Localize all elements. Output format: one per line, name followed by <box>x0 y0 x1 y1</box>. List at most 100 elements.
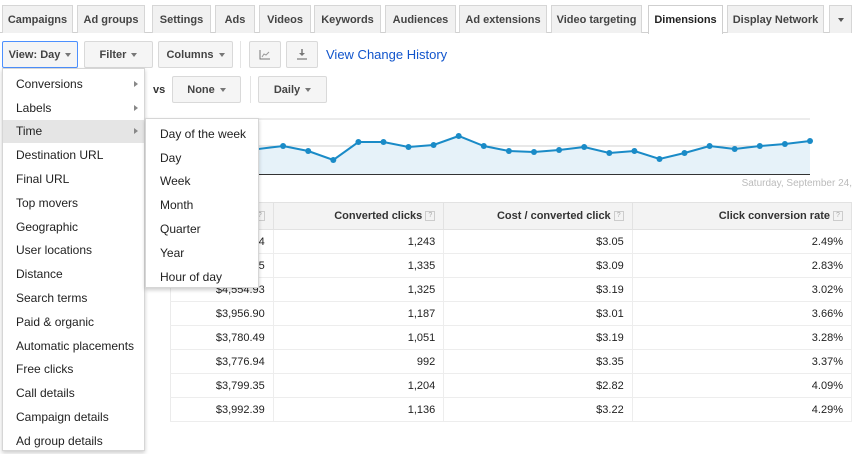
data-point[interactable] <box>631 148 638 154</box>
tab-video-targeting[interactable]: Video targeting <box>551 5 642 33</box>
cell-converted-clicks: 1,136 <box>272 397 445 422</box>
menu-item-paid-organic[interactable]: Paid & organic <box>3 310 144 334</box>
table-row[interactable]: $3,992.39 1,136 $3.22 4.29% <box>170 397 852 422</box>
help-icon[interactable]: ? <box>613 211 624 222</box>
data-point[interactable] <box>480 143 487 149</box>
tab-settings[interactable]: Settings <box>152 5 211 33</box>
menu-item-label: Labels <box>16 100 52 115</box>
data-point[interactable] <box>531 149 537 155</box>
data-point[interactable] <box>781 141 788 147</box>
data-point[interactable] <box>731 146 738 152</box>
menu-item-label: Time <box>16 124 43 139</box>
header-label: Cost / converted click <box>496 210 611 222</box>
menu-item-call-details[interactable]: Call details <box>3 381 144 405</box>
table-row[interactable]: $3,799.35 1,204 $2.82 4.09% <box>170 373 852 398</box>
columns-button[interactable]: Columns <box>158 41 233 68</box>
submenu-item-week[interactable]: Week <box>160 174 191 189</box>
tab-ads[interactable]: Ads <box>215 5 255 33</box>
toggle-chart-button[interactable] <box>249 41 281 68</box>
download-button[interactable] <box>286 41 318 68</box>
menu-item-distance[interactable]: Distance <box>3 262 144 286</box>
menu-item-free-clicks[interactable]: Free clicks <box>3 358 144 382</box>
help-icon[interactable]: ? <box>833 211 843 222</box>
view-change-history-link[interactable]: View Change History <box>326 47 448 62</box>
compare-metric-dropdown[interactable]: None <box>172 76 241 103</box>
menu-item-final-url[interactable]: Final URL <box>3 167 144 191</box>
data-point[interactable] <box>405 144 412 150</box>
submenu-item-hour-of-day[interactable]: Hour of day <box>160 269 223 284</box>
cell-cost-per-conv: $3.22 <box>443 397 633 422</box>
cell-cost: $3,799.35 <box>170 373 274 398</box>
table-row[interactable]: $3,776.94 992 $3.35 3.37% <box>170 349 852 374</box>
cell-conv-rate: 2.49% <box>631 229 852 254</box>
data-point[interactable] <box>430 142 437 148</box>
menu-item-destination-url[interactable]: Destination URL <box>3 143 144 167</box>
tab-audiences[interactable]: Audiences <box>385 5 456 33</box>
data-point[interactable] <box>380 139 387 145</box>
menu-item-label: Search terms <box>16 291 88 306</box>
data-point[interactable] <box>505 148 512 154</box>
help-icon[interactable]: ? <box>425 211 436 222</box>
tab-ad-extensions[interactable]: Ad extensions <box>459 5 547 33</box>
submenu-item-day[interactable]: Day <box>160 150 182 165</box>
menu-item-automatic-placements[interactable]: Automatic placements <box>3 334 144 358</box>
menu-item-label: Free clicks <box>16 362 74 377</box>
table-row[interactable]: 4 1,243 $3.05 2.49% <box>170 229 852 254</box>
data-point[interactable] <box>656 156 663 162</box>
tab-dimensions[interactable]: Dimensions <box>648 5 723 34</box>
menu-item-labels[interactable]: Labels <box>3 96 144 120</box>
tab-keywords[interactable]: Keywords <box>314 5 381 33</box>
menu-item-time[interactable]: Time <box>3 119 144 144</box>
submenu-item-month[interactable]: Month <box>160 198 194 213</box>
menu-item-label: Paid & organic <box>16 314 95 329</box>
submenu-item-quarter[interactable]: Quarter <box>160 222 201 237</box>
data-point[interactable] <box>355 139 362 145</box>
data-point[interactable] <box>556 147 563 153</box>
cell-converted-clicks: 1,335 <box>272 253 445 278</box>
tab-campaigns[interactable]: Campaigns <box>2 5 73 33</box>
filter-button[interactable]: Filter <box>84 41 153 68</box>
menu-item-search-terms[interactable]: Search terms <box>3 286 144 310</box>
column-header-conversion-rate[interactable]: Click conversion rate? <box>631 202 852 230</box>
cell-conv-rate: 2.83% <box>631 253 852 278</box>
data-point[interactable] <box>606 150 613 156</box>
chevron-down-icon <box>837 17 844 22</box>
more-tabs-button[interactable] <box>829 5 852 33</box>
data-point[interactable] <box>706 143 713 149</box>
table-row[interactable]: 5 1,335 $3.09 2.83% <box>170 253 852 278</box>
cell-cost: $3,992.39 <box>170 397 274 422</box>
frequency-dropdown[interactable]: Daily <box>258 76 327 103</box>
data-point[interactable] <box>756 143 763 149</box>
submenu-item-year[interactable]: Year <box>160 245 185 260</box>
cell-conv-rate: 3.66% <box>631 301 852 326</box>
tab-ad-groups[interactable]: Ad groups <box>77 5 145 33</box>
tab-videos[interactable]: Videos <box>259 5 311 33</box>
menu-item-geographic[interactable]: Geographic <box>3 215 144 239</box>
data-point[interactable] <box>330 157 337 163</box>
menu-item-campaign-details[interactable]: Campaign details <box>3 405 144 429</box>
cell-cost-per-conv: $3.35 <box>443 349 633 374</box>
column-header-cost-per-conversion[interactable]: Cost / converted click? <box>443 202 633 230</box>
cell-conv-rate: 3.28% <box>631 325 852 350</box>
data-point[interactable] <box>807 138 813 144</box>
menu-item-ad-group-details[interactable]: Ad group details <box>3 429 144 453</box>
submenu-item-day-of-the-week[interactable]: Day of the week <box>160 126 247 141</box>
data-point[interactable] <box>455 133 462 139</box>
table-row[interactable]: $4,554.93 1,325 $3.19 3.02% <box>170 277 852 302</box>
data-table: ? Converted clicks? Cost / converted cli… <box>170 202 852 422</box>
chevron-down-icon <box>219 87 226 92</box>
performance-chart[interactable] <box>145 100 852 200</box>
menu-item-conversions[interactable]: Conversions <box>3 72 144 96</box>
menu-item-top-movers[interactable]: Top movers <box>3 191 144 215</box>
table-row[interactable]: $3,956.90 1,187 $3.01 3.66% <box>170 301 852 326</box>
menu-item-user-locations[interactable]: User locations <box>3 239 144 263</box>
tab-display-network[interactable]: Display Network <box>727 5 824 33</box>
column-header-converted-clicks[interactable]: Converted clicks? <box>272 202 445 230</box>
data-point[interactable] <box>581 144 588 150</box>
data-point[interactable] <box>305 148 312 154</box>
view-dropdown-button[interactable]: View: Day <box>2 41 78 68</box>
data-point[interactable] <box>681 150 688 156</box>
table-row[interactable]: $3,780.49 1,051 $3.19 3.28% <box>170 325 852 350</box>
data-point[interactable] <box>280 143 287 149</box>
chevron-down-icon <box>65 52 72 57</box>
